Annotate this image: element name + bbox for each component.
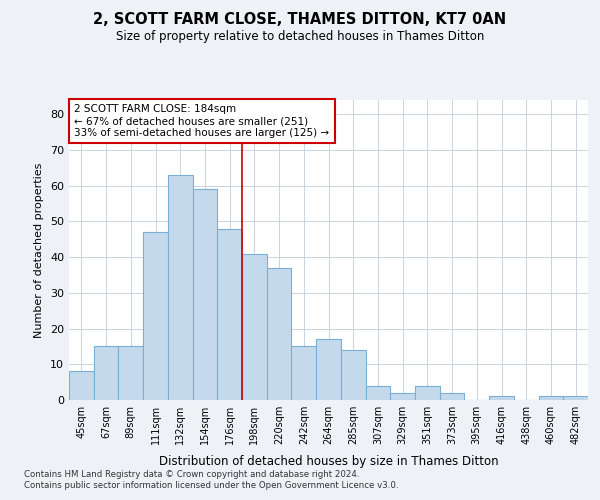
Text: Size of property relative to detached houses in Thames Ditton: Size of property relative to detached ho… xyxy=(116,30,484,43)
Bar xyxy=(489,396,514,400)
Y-axis label: Number of detached properties: Number of detached properties xyxy=(34,162,44,338)
Bar xyxy=(118,346,143,400)
Text: Contains public sector information licensed under the Open Government Licence v3: Contains public sector information licen… xyxy=(24,481,398,490)
Bar xyxy=(143,232,168,400)
Bar xyxy=(539,396,563,400)
X-axis label: Distribution of detached houses by size in Thames Ditton: Distribution of detached houses by size … xyxy=(158,456,499,468)
Bar xyxy=(94,346,118,400)
Bar xyxy=(292,346,316,400)
Bar xyxy=(242,254,267,400)
Bar xyxy=(440,393,464,400)
Bar xyxy=(563,396,588,400)
Bar xyxy=(341,350,365,400)
Bar xyxy=(168,175,193,400)
Bar xyxy=(365,386,390,400)
Text: 2, SCOTT FARM CLOSE, THAMES DITTON, KT7 0AN: 2, SCOTT FARM CLOSE, THAMES DITTON, KT7 … xyxy=(94,12,506,28)
Bar xyxy=(193,190,217,400)
Text: Contains HM Land Registry data © Crown copyright and database right 2024.: Contains HM Land Registry data © Crown c… xyxy=(24,470,359,479)
Bar xyxy=(69,372,94,400)
Bar xyxy=(390,393,415,400)
Bar xyxy=(316,340,341,400)
Bar xyxy=(267,268,292,400)
Text: 2 SCOTT FARM CLOSE: 184sqm
← 67% of detached houses are smaller (251)
33% of sem: 2 SCOTT FARM CLOSE: 184sqm ← 67% of deta… xyxy=(74,104,329,138)
Bar xyxy=(217,228,242,400)
Bar xyxy=(415,386,440,400)
